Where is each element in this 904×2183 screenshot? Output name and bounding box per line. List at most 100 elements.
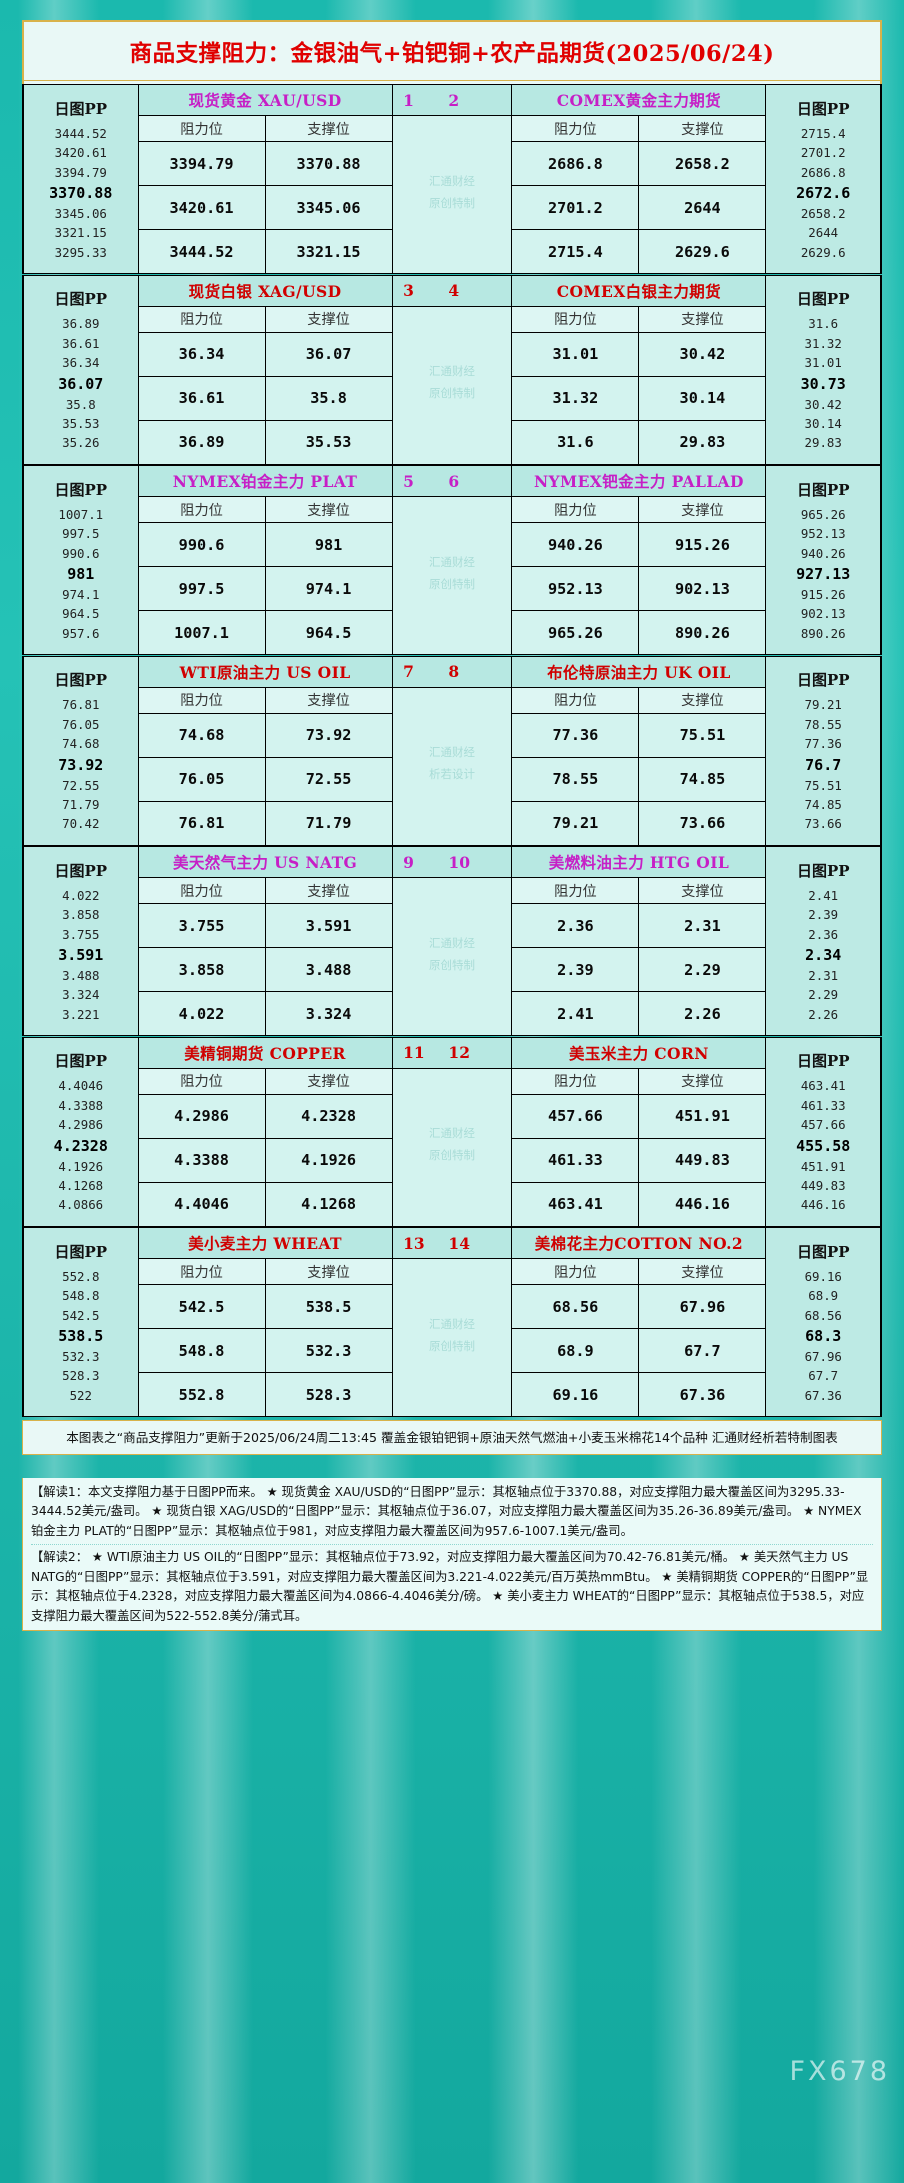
- watermark-line-2: 原创特制: [428, 1148, 475, 1162]
- block-header-row: 日图PP 552.8 548.8 542.5 538.5 532.3 528.3 522 美小麦…: [21, 1227, 883, 1417]
- watermark-line-2: 原创特制: [428, 1338, 475, 1353]
- block-table: 日图PP 76.81 76.05 74.68 73.92 72.55 71.79 70.42 W…: [21, 655, 883, 846]
- resistance-value-left: 74.68: [137, 712, 266, 758]
- resistance-value-left: 3420.61: [137, 185, 266, 230]
- level-row: 74.68 73.92 77.36 75.51: [23, 712, 881, 758]
- support-value-left: 3.488: [264, 947, 393, 992]
- pp-value: 2.26: [808, 1006, 839, 1022]
- instrument-name-right: COMEX黄金主力期货: [511, 84, 767, 116]
- resistance-header-left: 阻力位: [137, 305, 266, 333]
- pp-value: 522: [69, 1387, 92, 1403]
- pp-value: 927.13: [796, 565, 851, 583]
- resistance-header-left: 阻力位: [137, 496, 266, 523]
- pp-value: 548.8: [62, 1288, 100, 1304]
- watermark-cell: 汇通财经 原创特制: [391, 496, 513, 655]
- pp-value: 4.1926: [58, 1158, 104, 1174]
- pp-value: 4.1268: [58, 1177, 104, 1193]
- support-value-right: 890.26: [638, 610, 767, 655]
- pp-value: 36.34: [62, 355, 100, 371]
- pp-value: 35.53: [62, 415, 100, 431]
- pp-list: 4.4046 4.3388 4.2986 4.2328 4.1926 4.1268 4.08…: [24, 1076, 138, 1217]
- resistance-value-right: 2701.2: [511, 185, 640, 230]
- pp-value: 4.2986: [58, 1117, 104, 1133]
- pp-header: 日图PP: [796, 480, 850, 499]
- chart-footer: 本图表之“商品支撑阻力”更新于2025/06/24周二13:45 覆盖金银铂钯铜…: [22, 1419, 882, 1455]
- watermark-line-1: 汇通财经: [428, 364, 475, 378]
- support-value-right: 915.26: [638, 522, 767, 567]
- pp-value: 78.55: [804, 716, 842, 732]
- instrument-name-right: NYMEX钯金主力 PALLAD: [511, 465, 767, 497]
- block-index-left: 1: [403, 90, 414, 110]
- level-row: 36.89 35.53 31.6 29.83: [23, 419, 881, 465]
- pp-value: 451.91: [800, 1158, 846, 1174]
- resistance-value-left: 36.34: [137, 331, 266, 377]
- level-row: 36.61 35.8 31.32 30.14: [23, 375, 881, 421]
- resistance-value-right: 2686.8: [511, 141, 640, 186]
- watermark-cell: 汇通财经 原创特制: [391, 877, 513, 1036]
- block-index-left: 7: [403, 662, 414, 681]
- support-header-left: 支撑位: [264, 305, 393, 333]
- pp-value: 74.68: [62, 736, 100, 752]
- pp-value: 461.33: [800, 1097, 846, 1113]
- support-header-left: 支撑位: [264, 496, 393, 523]
- pp-list: 69.16 68.9 68.56 68.3 67.96 67.7 67.36: [766, 1267, 880, 1408]
- block-table: 日图PP 4.022 3.858 3.755 3.591 3.488 3.324 3.221 美…: [21, 846, 883, 1036]
- pp-value: 75.51: [804, 777, 842, 793]
- pp-header: 日图PP: [54, 290, 108, 309]
- pp-list: 463.41 461.33 457.66 455.58 451.91 449.83 446.…: [766, 1076, 880, 1217]
- pp-value: 70.42: [62, 816, 100, 832]
- pp-header: 日图PP: [54, 480, 108, 499]
- pp-list: 4.022 3.858 3.755 3.591 3.488 3.324 3.221: [24, 886, 138, 1027]
- resistance-value-right: 457.66: [511, 1093, 640, 1139]
- support-header-right: 支撑位: [638, 877, 767, 904]
- pp-value: 36.89: [62, 316, 100, 332]
- level-row: 552.8 528.3 69.16 67.36: [23, 1372, 881, 1417]
- block-header-row: 日图PP 4.022 3.858 3.755 3.591 3.488 3.324 3.221 美…: [21, 846, 883, 1036]
- support-value-right: 2644: [638, 185, 767, 230]
- block-subheader-row: 阻力位 支撑位 汇通财经 原创特制 阻力位 支撑位: [23, 1067, 881, 1227]
- pp-value: 2672.6: [796, 184, 851, 202]
- resistance-header-left: 阻力位: [137, 1258, 266, 1285]
- resistance-value-left: 36.61: [137, 375, 266, 421]
- block-index-left: 5: [403, 471, 414, 491]
- block-index-pair: 11 12: [391, 1036, 513, 1069]
- pp-value: 446.16: [800, 1197, 846, 1213]
- block-index-right: 12: [448, 1043, 470, 1062]
- pp-value: 68.9: [808, 1288, 839, 1304]
- instrument-block: 日图PP 76.81 76.05 74.68 73.92 72.55 71.79 70.42 W…: [21, 655, 883, 846]
- instrument-name-right: 美燃料油主力 HTG OIL: [511, 846, 767, 878]
- resistance-value-left: 552.8: [137, 1372, 266, 1417]
- resistance-value-right: 68.56: [511, 1284, 640, 1329]
- block-subheader-row: 阻力位 支撑位 汇通财经 原创特制 阻力位 支撑位: [23, 877, 881, 1036]
- pp-header: 日图PP: [54, 1242, 108, 1261]
- level-row: 4.3388 4.1926 461.33 449.83: [23, 1137, 881, 1183]
- pp-value: 3.488: [62, 968, 100, 983]
- support-value-right: 451.91: [638, 1093, 767, 1139]
- pp-column-left: 日图PP 76.81 76.05 74.68 73.92 72.55 71.79 70.42: [21, 655, 139, 846]
- resistance-value-right: 2715.4: [511, 229, 640, 274]
- resistance-header-right: 阻力位: [511, 496, 640, 523]
- block-subheader-row: 阻力位 支撑位 汇通财经 原创特制 阻力位 支撑位: [23, 115, 881, 274]
- pp-value: 2.41: [808, 887, 839, 903]
- instrument-block: 日图PP 3444.52 3420.61 3394.79 3370.88 3345.06 3…: [21, 84, 883, 274]
- resistance-value-left: 997.5: [137, 566, 266, 611]
- watermark-line-1: 汇通财经: [428, 935, 475, 950]
- support-value-right: 67.36: [638, 1372, 767, 1417]
- resistance-value-right: 77.36: [511, 712, 640, 758]
- support-value-left: 4.2328: [264, 1093, 393, 1139]
- pp-list: 552.8 548.8 542.5 538.5 532.3 528.3 522: [24, 1267, 138, 1408]
- level-row: 36.34 36.07 31.01 30.42: [23, 331, 881, 377]
- support-value-right: 2.29: [638, 947, 767, 992]
- support-header-left: 支撑位: [264, 877, 393, 904]
- pp-value: 449.83: [800, 1177, 846, 1193]
- pp-value: 915.26: [800, 587, 846, 602]
- watermark-line-2: 原创特制: [428, 195, 475, 210]
- support-value-left: 3345.06: [264, 185, 393, 230]
- resistance-value-right: 2.36: [511, 903, 640, 948]
- level-row: 4.4046 4.1268 463.41 446.16: [23, 1181, 881, 1227]
- pp-value: 552.8: [62, 1268, 100, 1284]
- resistance-value-right: 69.16: [511, 1372, 640, 1417]
- pp-list: 1007.1 997.5 990.6 981 974.1 964.5 957.6: [24, 505, 138, 646]
